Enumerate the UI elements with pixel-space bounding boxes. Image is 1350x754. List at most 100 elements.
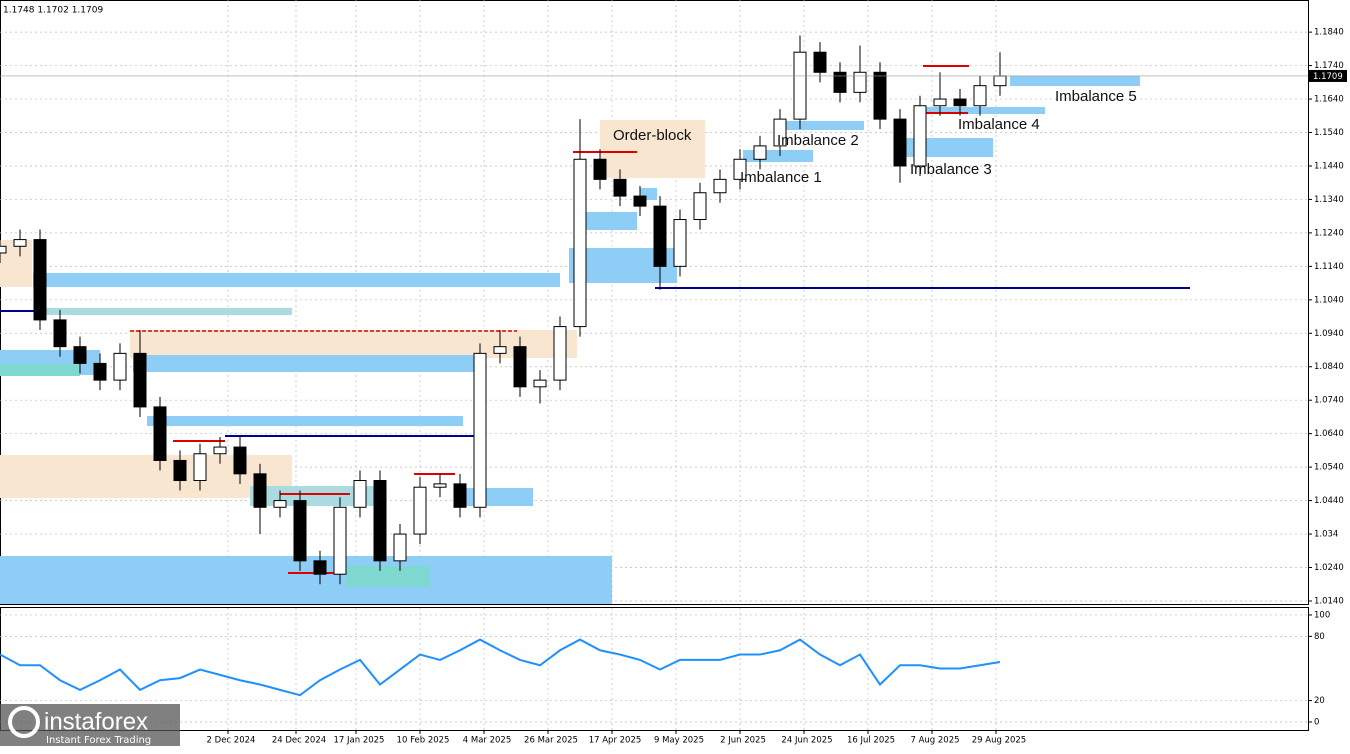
candle-body: [913, 105, 927, 167]
candle-body: [13, 239, 27, 247]
y-tick-label: 1.0440: [1314, 496, 1344, 506]
candle-body: [733, 158, 747, 180]
x-tick-label: 4 Mar 2025: [463, 736, 511, 746]
annotation: Imbalance 4: [958, 116, 1040, 133]
imbalance-zone: [918, 107, 1045, 114]
x-tick-label: 29 Aug 2025: [972, 736, 1026, 746]
last-price-label: 1.1709: [1313, 72, 1343, 82]
imbalance-zone: [345, 566, 430, 587]
logo-text: instaforex: [44, 708, 148, 735]
candle-body: [593, 158, 607, 180]
imbalance-zone: [147, 416, 463, 426]
candle-body: [113, 352, 127, 381]
x-tick-label: 2 Dec 2024: [207, 736, 256, 746]
candle-body: [293, 500, 307, 562]
y-tick-label: 1.0840: [1314, 362, 1344, 372]
x-tick-label: 16 Jul 2025: [847, 736, 895, 746]
imbalance-zone: [0, 364, 80, 376]
candle-body: [653, 205, 667, 267]
annotation: Order-block: [613, 127, 692, 144]
candle-body: [133, 352, 147, 408]
candle-body: [273, 500, 287, 508]
x-tick-label: 10 Feb 2025: [397, 736, 450, 746]
y-tick-label: 1.0740: [1314, 396, 1344, 406]
imbalance-zone: [0, 556, 612, 604]
x-tick-label: 24 Jun 2025: [781, 736, 832, 746]
candle-body: [313, 560, 327, 575]
last-price-box: [1309, 69, 1347, 82]
candle-body: [233, 446, 247, 475]
candle-body: [973, 85, 987, 107]
imbalance-zone: [780, 121, 864, 130]
annotation: Imbalance 5: [1055, 88, 1137, 105]
annotation: Imbalance 3: [910, 161, 992, 178]
x-tick-label: 2 Jun 2025: [720, 736, 766, 746]
candle-body: [93, 362, 107, 381]
candle-body: [353, 480, 367, 508]
candle-body: [413, 486, 427, 535]
y-tick-label: 1.1640: [1314, 95, 1344, 105]
imbalance-zone: [460, 488, 533, 506]
candle-body: [373, 480, 387, 562]
candle-body: [773, 118, 787, 147]
x-tick-label: 17 Apr 2025: [589, 736, 642, 746]
y-tick-label: 1.1140: [1314, 262, 1344, 272]
candle-body: [673, 219, 687, 267]
candle-body: [993, 75, 1007, 87]
annotation: Imbalance 1: [740, 169, 822, 186]
y-tick-label: 1.0240: [1314, 563, 1344, 573]
candle-body: [833, 71, 847, 93]
y-tick-label: 1.1340: [1314, 195, 1344, 205]
watermark: instaforex Instant Forex Trading: [0, 704, 180, 746]
x-tick-label: 17 Jan 2025: [334, 736, 385, 746]
rsi-panel: [0, 607, 1309, 731]
order-block-zone: [0, 455, 292, 498]
candle-body: [853, 71, 867, 93]
y-tick-label: 1.0540: [1314, 463, 1344, 473]
candle-body: [693, 192, 707, 221]
y-tick-label: 1.1840: [1314, 28, 1344, 38]
logo-icon: [8, 706, 40, 738]
y-tick-label: 1.1740: [1314, 61, 1344, 71]
candle-body: [713, 178, 727, 194]
candle-body: [213, 446, 227, 455]
x-tick-label: 9 May 2025: [654, 736, 704, 746]
levels: [0, 65, 1190, 574]
imbalance-zone: [575, 212, 637, 230]
y-tick-label: 1.1040: [1314, 295, 1344, 305]
candle-body: [393, 533, 407, 562]
candle-body: [153, 406, 167, 461]
y-tick-label: 1.1240: [1314, 228, 1344, 238]
candle-body: [33, 239, 47, 321]
candle-body: [493, 346, 507, 354]
candle-body: [953, 98, 967, 107]
imbalance-zone: [895, 138, 993, 157]
candle-body: [473, 352, 487, 508]
candle-body: [513, 346, 527, 388]
candle-body: [73, 346, 87, 364]
imbalance-zone: [133, 355, 480, 372]
candle-body: [533, 379, 547, 388]
y-tick-label: 1.0940: [1314, 329, 1344, 339]
y-tick-label: 1.0140: [1314, 596, 1344, 606]
candle-body: [573, 158, 587, 328]
imbalance-zone: [1010, 76, 1140, 86]
imbalance-zone: [40, 308, 292, 315]
x-tick-label: 7 Aug 2025: [910, 736, 959, 746]
candle-body: [53, 319, 67, 348]
y-tick-label: 1.0640: [1314, 429, 1344, 439]
candle-body: [633, 195, 647, 207]
x-tick-label: 24 Dec 2024: [272, 736, 326, 746]
candle-body: [433, 483, 447, 488]
x-tick-label: 26 Mar 2025: [524, 736, 578, 746]
candle-body: [0, 245, 7, 254]
y-tick-label: 20: [1314, 696, 1325, 706]
candle-body: [893, 118, 907, 167]
candle-body: [453, 483, 467, 508]
candle-body: [933, 98, 947, 107]
candle-body: [553, 326, 567, 381]
candle-body: [193, 453, 207, 482]
imbalance-zone: [33, 273, 560, 287]
grid: [0, 0, 1308, 730]
